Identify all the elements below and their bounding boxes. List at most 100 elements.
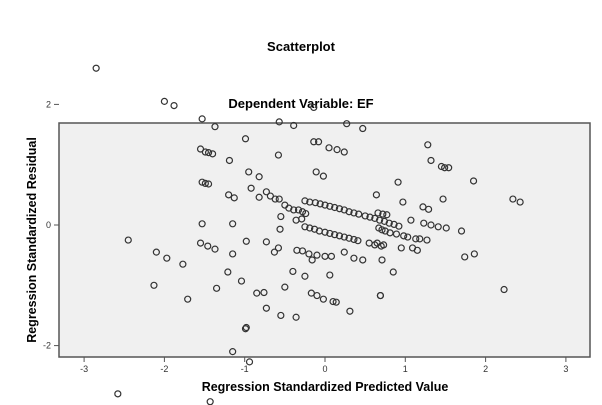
data-point	[389, 268, 397, 276]
data-point	[345, 234, 353, 242]
data-point	[301, 272, 309, 280]
data-point	[383, 211, 391, 219]
data-point	[150, 281, 158, 289]
data-point	[277, 212, 285, 221]
data-point	[376, 291, 385, 300]
data-point	[366, 213, 374, 221]
data-point	[298, 215, 306, 223]
data-point	[152, 248, 160, 256]
data-point	[312, 168, 320, 176]
data-point	[319, 172, 327, 180]
data-point	[253, 289, 261, 297]
x-tick-label: -2	[160, 364, 168, 374]
data-point	[275, 118, 283, 126]
data-point	[424, 205, 433, 213]
data-point	[350, 209, 358, 217]
data-point	[237, 277, 246, 285]
data-point	[359, 256, 367, 264]
plot-area	[58, 122, 591, 358]
data-point	[229, 348, 237, 356]
data-point	[241, 135, 250, 143]
data-point	[445, 164, 453, 172]
data-point	[229, 250, 237, 258]
data-point	[361, 212, 369, 220]
data-point	[469, 177, 478, 185]
data-point	[380, 241, 388, 249]
x-tick-label: -3	[80, 364, 88, 374]
data-point	[230, 194, 238, 202]
data-point	[247, 184, 255, 192]
data-point	[314, 138, 323, 146]
data-point	[516, 198, 524, 206]
data-point	[378, 256, 386, 264]
data-point	[374, 209, 382, 217]
x-tick-label: 3	[563, 364, 568, 374]
data-point	[321, 201, 329, 209]
data-point	[211, 245, 219, 253]
data-point	[331, 203, 339, 212]
data-point	[331, 231, 339, 239]
data-point	[345, 208, 353, 216]
data-point	[420, 219, 428, 227]
data-point	[332, 298, 340, 306]
data-point	[470, 250, 478, 258]
x-tick-label: 0	[322, 364, 327, 374]
data-point	[461, 253, 469, 261]
data-point	[289, 267, 297, 276]
data-point	[277, 311, 285, 320]
data-point	[321, 228, 329, 236]
data-point	[225, 156, 234, 165]
data-point	[301, 197, 309, 205]
data-point	[385, 219, 393, 227]
data-point	[373, 239, 381, 247]
data-point	[114, 390, 122, 398]
data-point	[274, 244, 283, 252]
data-point	[241, 325, 250, 333]
data-point	[350, 235, 358, 244]
data-point	[404, 233, 412, 241]
data-point	[308, 256, 316, 264]
data-point	[313, 251, 321, 259]
data-point	[198, 178, 206, 186]
data-point	[427, 221, 435, 229]
data-point	[346, 307, 354, 315]
data-point	[319, 295, 327, 303]
data-point	[439, 195, 447, 203]
data-point	[416, 235, 424, 243]
data-point	[442, 224, 450, 232]
data-point	[290, 121, 298, 130]
data-point	[340, 148, 348, 156]
data-point	[275, 195, 283, 203]
data-point	[441, 164, 449, 172]
x-tick-label: 2	[483, 364, 488, 374]
data-point	[262, 188, 270, 196]
data-point	[204, 149, 213, 157]
data-point	[434, 223, 442, 231]
data-point	[206, 398, 214, 405]
data-point	[413, 246, 421, 254]
data-point	[301, 223, 309, 231]
data-point	[343, 120, 351, 128]
data-point	[201, 179, 209, 187]
data-point	[208, 150, 217, 158]
y-tick-label: 0	[46, 220, 51, 230]
data-point	[179, 260, 187, 268]
data-point	[211, 123, 219, 131]
data-point	[298, 247, 307, 255]
data-point	[201, 148, 209, 156]
data-point	[306, 224, 314, 232]
y-tick-label: 2	[46, 99, 51, 109]
data-point	[305, 250, 313, 258]
data-points	[92, 64, 524, 405]
data-point	[204, 242, 212, 250]
data-point	[379, 210, 387, 218]
data-point	[262, 304, 270, 312]
data-point	[395, 222, 403, 230]
data-point	[509, 195, 517, 203]
data-point	[340, 233, 348, 241]
chart-subtitle: Dependent Variable: EF	[228, 96, 374, 111]
x-tick-label: 1	[403, 364, 408, 374]
data-point	[335, 205, 344, 213]
data-point	[271, 195, 279, 203]
data-point	[255, 173, 263, 181]
